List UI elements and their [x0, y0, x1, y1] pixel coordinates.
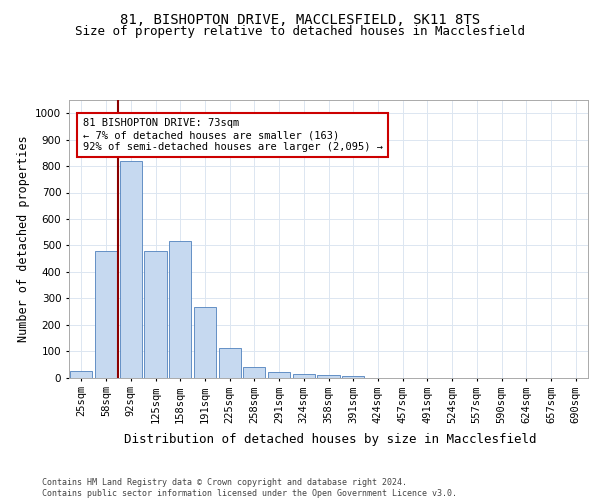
- Bar: [119, 161, 142, 378]
- Bar: [194, 308, 216, 378]
- Text: 81, BISHOPTON DRIVE, MACCLESFIELD, SK11 8TS: 81, BISHOPTON DRIVE, MACCLESFIELD, SK11 …: [120, 12, 480, 26]
- Bar: [169, 242, 191, 378]
- Bar: [293, 374, 315, 378]
- Bar: [268, 372, 290, 378]
- Bar: [95, 250, 117, 378]
- Bar: [317, 375, 340, 378]
- Bar: [145, 250, 167, 378]
- Bar: [342, 376, 364, 378]
- Text: Size of property relative to detached houses in Macclesfield: Size of property relative to detached ho…: [75, 25, 525, 38]
- Text: Distribution of detached houses by size in Macclesfield: Distribution of detached houses by size …: [124, 432, 536, 446]
- Bar: [218, 348, 241, 378]
- Bar: [70, 371, 92, 378]
- Y-axis label: Number of detached properties: Number of detached properties: [17, 136, 29, 342]
- Bar: [243, 368, 265, 378]
- Text: Contains HM Land Registry data © Crown copyright and database right 2024.
Contai: Contains HM Land Registry data © Crown c…: [42, 478, 457, 498]
- Text: 81 BISHOPTON DRIVE: 73sqm
← 7% of detached houses are smaller (163)
92% of semi-: 81 BISHOPTON DRIVE: 73sqm ← 7% of detach…: [83, 118, 383, 152]
